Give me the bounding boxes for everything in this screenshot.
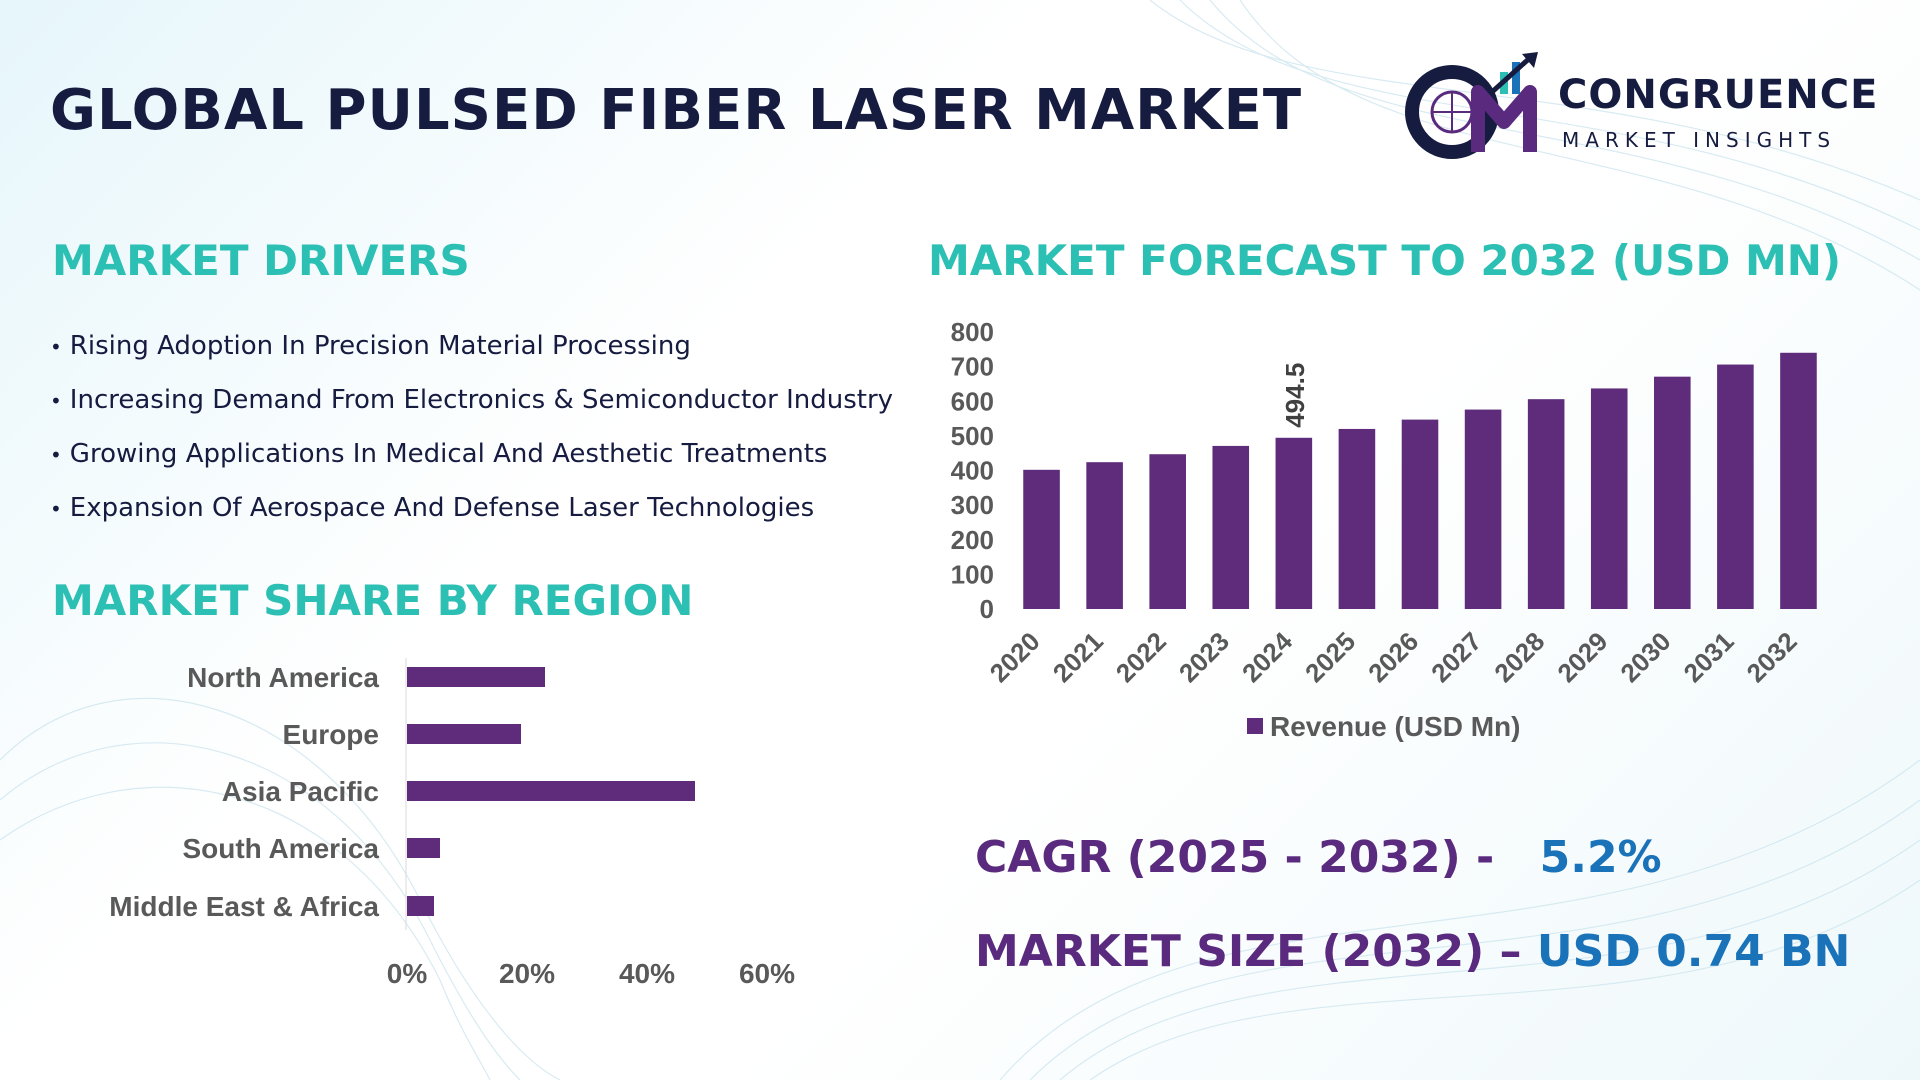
bar <box>1023 469 1060 609</box>
category-label: South America <box>182 833 379 864</box>
x-tick-label: 2020 <box>984 626 1046 688</box>
bullet: • <box>50 389 62 413</box>
x-tick-label: 0% <box>387 958 428 989</box>
driver-text: Growing Applications In Medical And Aest… <box>69 439 828 469</box>
legend-swatch <box>1247 718 1263 734</box>
bar <box>1275 437 1313 609</box>
bar <box>407 724 521 744</box>
category-label: Asia Pacific <box>222 776 379 807</box>
market-size-label: MARKET SIZE (2032) – <box>975 926 1522 977</box>
y-tick-label: 700 <box>951 352 994 382</box>
logo-subtitle: MARKET INSIGHTS <box>1562 128 1837 152</box>
x-tick-label: 40% <box>619 958 675 989</box>
cagr-label: CAGR (2025 - 2032) - <box>975 832 1495 883</box>
driver-text: Expansion Of Aerospace And Defense Laser… <box>69 493 815 523</box>
y-tick-label: 200 <box>951 525 994 555</box>
x-tick-label: 2030 <box>1614 626 1676 688</box>
bar <box>407 896 434 916</box>
bar <box>1464 409 1502 609</box>
x-tick-label: 2026 <box>1362 626 1424 688</box>
company-logo: CONGRUENCE MARKET INSIGHTS <box>1400 52 1877 162</box>
bar <box>1527 399 1565 609</box>
page-title: GLOBAL PULSED FIBER LASER MARKET <box>50 78 1303 143</box>
bullet: • <box>50 443 62 467</box>
bar <box>1149 454 1186 609</box>
bar <box>407 781 695 801</box>
legend-label: Revenue (USD Mn) <box>1270 711 1520 742</box>
region-title: MARKET SHARE BY REGION <box>52 576 694 625</box>
region-share-chart: North America Europe Asia Pacific South Ame… <box>109 658 795 989</box>
x-tick-label: 2032 <box>1741 626 1803 688</box>
forecast-title: MARKET FORECAST TO 2032 (USD MN) <box>928 236 1842 285</box>
logo-name: CONGRUENCE <box>1558 72 1879 118</box>
y-tick-label: 500 <box>951 421 994 451</box>
bar <box>1401 419 1439 609</box>
driver-item: • Rising Adoption In Precision Material P… <box>50 326 930 380</box>
x-tick-label: 2029 <box>1551 626 1613 688</box>
bar <box>1780 352 1817 609</box>
driver-item: • Expansion Of Aerospace And Defense Lase… <box>50 488 930 542</box>
category-label: North America <box>187 662 379 693</box>
cagr-stat: CAGR (2025 - 2032) - 5.2% <box>975 832 1662 883</box>
category-label: Europe <box>283 719 379 750</box>
y-tick-label: 100 <box>951 559 994 589</box>
x-tick-label: 2028 <box>1488 626 1550 688</box>
category-label: Middle East & Africa <box>109 891 379 922</box>
y-tick-label: 400 <box>951 456 994 486</box>
driver-text: Increasing Demand From Electronics & Sem… <box>69 385 894 415</box>
drivers-title: MARKET DRIVERS <box>52 236 470 285</box>
bullet: • <box>50 497 62 521</box>
x-tick-label: 2025 <box>1299 626 1361 688</box>
market-size-stat: MARKET SIZE (2032) – USD 0.74 BN <box>975 926 1850 977</box>
bar <box>407 667 545 687</box>
bar <box>1338 428 1376 609</box>
drivers-list: • Rising Adoption In Precision Material P… <box>50 326 930 542</box>
y-tick-label: 600 <box>951 386 994 416</box>
x-tick-label: 2022 <box>1110 626 1172 688</box>
x-tick-label: 2027 <box>1425 626 1487 688</box>
bar <box>1717 364 1754 609</box>
y-tick-label: 300 <box>951 490 994 520</box>
driver-text: Rising Adoption In Precision Material Pr… <box>69 331 691 361</box>
y-tick-label: 0 <box>980 594 994 624</box>
bar <box>1654 376 1691 609</box>
x-tick-label: 2024 <box>1236 626 1298 688</box>
x-tick-label: 20% <box>499 958 555 989</box>
cagr-value: 5.2% <box>1539 832 1662 883</box>
x-tick-label: 2021 <box>1047 626 1109 688</box>
data-label: 494.5 <box>1280 363 1310 428</box>
x-tick-label: 2031 <box>1678 626 1740 688</box>
x-tick-label: 60% <box>739 958 795 989</box>
x-tick-label: 2023 <box>1173 626 1235 688</box>
y-tick-label: 800 <box>951 317 994 347</box>
logo-mark <box>1405 52 1538 159</box>
bar <box>407 838 440 858</box>
bullet: • <box>50 335 62 359</box>
driver-item: • Growing Applications In Medical And Aes… <box>50 434 930 488</box>
market-size-value: USD 0.74 BN <box>1536 926 1851 977</box>
bar <box>1086 462 1123 609</box>
bar <box>1590 388 1628 609</box>
bar <box>1212 445 1250 609</box>
driver-item: • Increasing Demand From Electronics & Se… <box>50 380 930 434</box>
